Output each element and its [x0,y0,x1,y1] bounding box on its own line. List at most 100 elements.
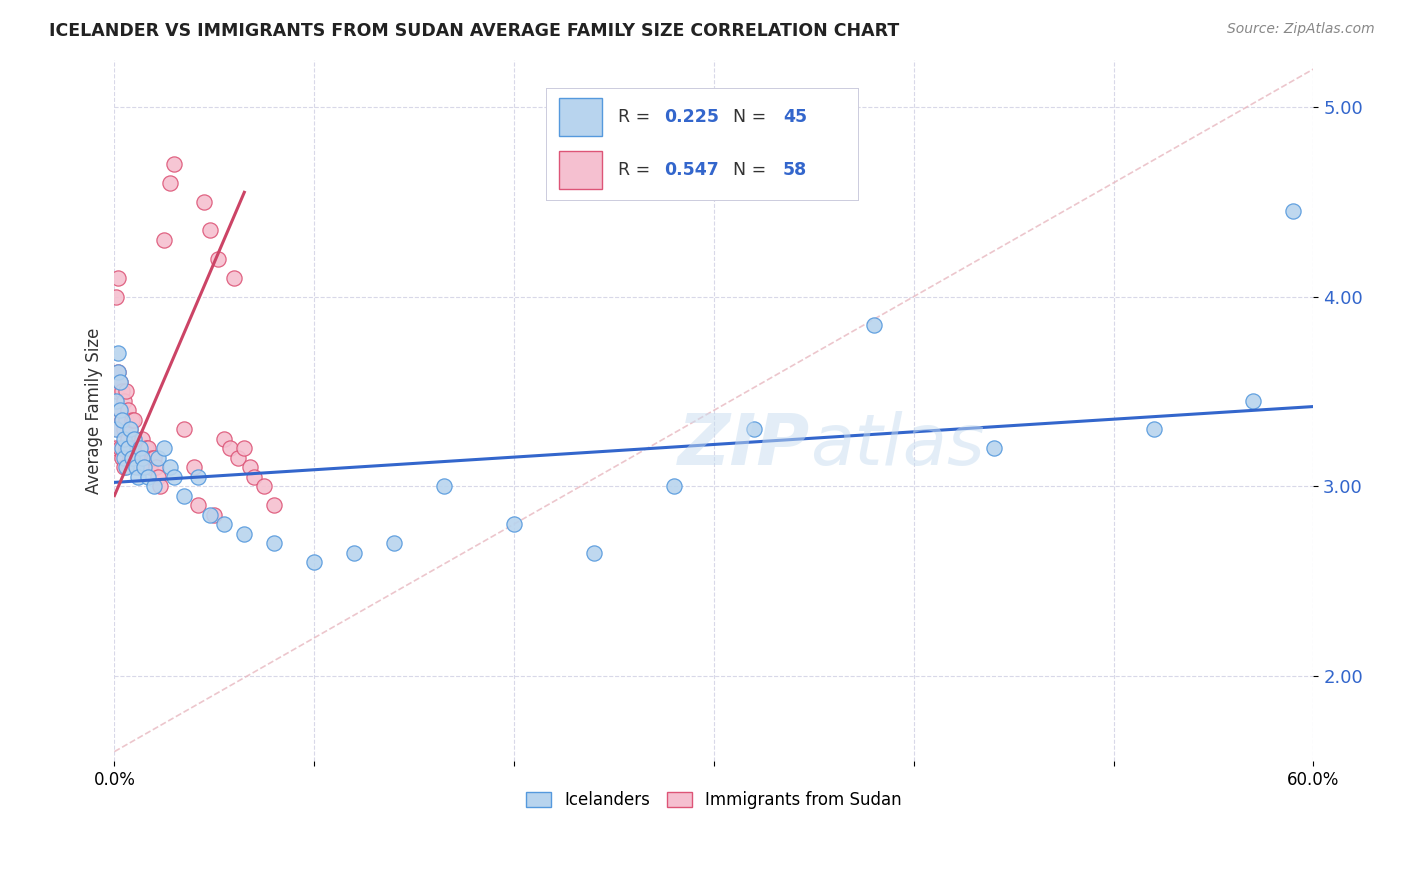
Point [233,442,256,456]
Text: Source: ZipAtlas.com: Source: ZipAtlas.com [1227,22,1375,37]
Point [111,450,134,465]
Point [112,422,135,436]
Point [139,460,162,475]
Point [124,442,146,456]
Point [110,375,132,389]
Point [115,460,138,475]
Point [107,270,129,285]
Point [134,460,156,475]
Point [111,413,134,427]
Point [153,442,176,456]
Point [1282,204,1305,219]
Point [187,469,209,483]
Point [742,422,765,436]
Point [662,479,685,493]
Point [131,432,153,446]
Point [433,479,456,493]
Point [111,413,134,427]
Point [135,442,157,456]
Point [1243,393,1265,408]
Point [110,403,132,417]
Point [115,384,138,399]
Point [202,508,225,522]
Point [120,422,142,436]
Point [105,393,128,408]
Point [121,450,143,465]
Point [117,432,139,446]
Point [214,432,236,446]
Point [112,432,135,446]
Point [112,460,135,475]
Point [207,252,229,266]
Point [124,413,146,427]
Point [582,545,605,559]
Point [862,318,884,332]
Point [382,536,405,550]
Point [143,450,166,465]
Point [163,157,186,171]
Point [107,422,129,436]
Point [159,460,181,475]
Point [110,442,132,456]
Point [112,393,135,408]
Point [105,289,128,303]
Point [111,442,134,456]
Point [117,403,139,417]
Point [239,460,262,475]
Point [120,450,142,465]
Point [983,442,1005,456]
Point [111,384,134,399]
Point [107,366,129,380]
Text: atlas: atlas [810,411,984,480]
Point [145,460,167,475]
Legend: Icelanders, Immigrants from Sudan: Icelanders, Immigrants from Sudan [519,785,908,816]
Point [214,517,236,532]
Point [343,545,366,559]
Point [124,432,146,446]
Point [143,479,166,493]
Point [107,366,129,380]
Point [115,413,138,427]
Point [121,442,143,456]
Point [112,450,135,465]
Point [127,442,149,456]
Point [159,176,181,190]
Point [263,498,285,512]
Point [125,460,148,475]
Point [503,517,526,532]
Point [138,469,160,483]
Point [148,469,170,483]
Point [105,384,128,399]
Point [233,526,256,541]
Point [153,233,176,247]
Point [131,450,153,465]
Point [200,508,222,522]
Y-axis label: Average Family Size: Average Family Size [86,327,103,493]
Point [263,536,285,550]
Point [173,422,195,436]
Point [129,442,152,456]
Point [200,223,222,237]
Point [105,442,128,456]
Point [110,403,132,417]
Point [107,346,129,360]
Point [187,498,209,512]
Point [117,442,139,456]
Point [219,442,242,456]
Point [120,422,142,436]
Point [163,469,186,483]
Point [125,450,148,465]
Point [193,194,215,209]
Point [110,375,132,389]
Point [134,450,156,465]
Point [105,422,128,436]
Point [141,450,163,465]
Point [1142,422,1164,436]
Point [173,489,195,503]
Point [129,460,152,475]
Point [226,450,249,465]
Point [253,479,276,493]
Point [127,469,149,483]
Point [183,460,205,475]
Point [304,555,326,569]
